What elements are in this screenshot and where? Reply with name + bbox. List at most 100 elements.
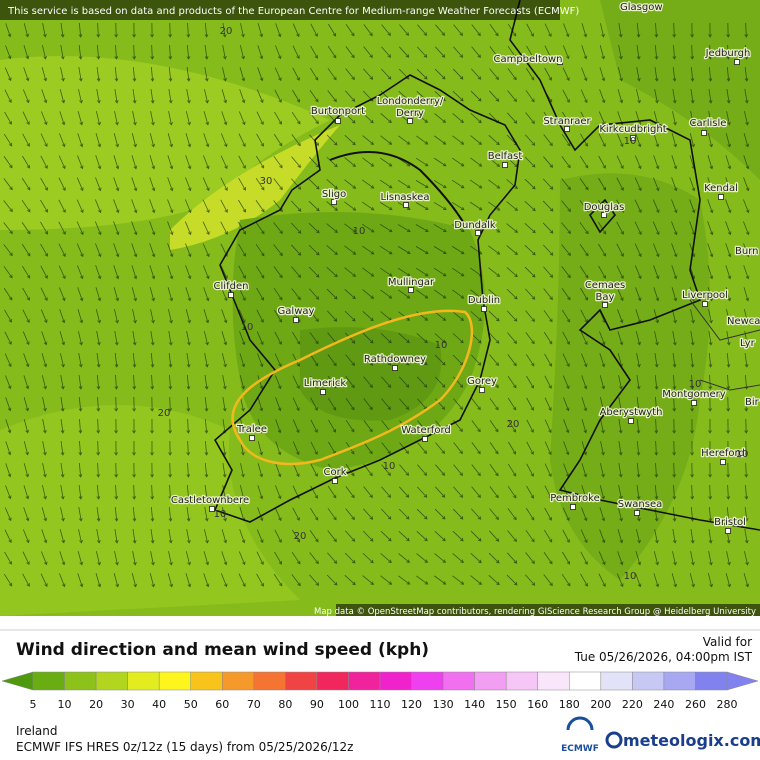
wind-arrow [653, 573, 660, 588]
wind-arrow [41, 331, 48, 346]
wind-arrow [672, 331, 677, 346]
brand-name[interactable]: meteologix.com [623, 731, 760, 750]
wind-arrow [744, 396, 749, 412]
wind-arrow [363, 68, 374, 80]
wind-arrow [654, 89, 659, 104]
wind-arrow [690, 44, 695, 60]
wind-arrow [274, 507, 282, 522]
wind-arrow [59, 133, 66, 148]
wind-arrow [526, 463, 534, 477]
wind-arrow [131, 199, 138, 214]
wind-arrow [561, 309, 571, 323]
scale-label: 260 [685, 698, 706, 711]
wind-arrow [435, 442, 445, 454]
wind-arrow [167, 243, 174, 258]
wind-arrow [132, 418, 136, 434]
wind-arrow [453, 46, 464, 58]
wind-arrow [600, 463, 605, 478]
wind-arrow [4, 353, 12, 368]
wind-arrow [707, 265, 714, 280]
wind-arrow [635, 133, 642, 148]
wind-arrow [652, 199, 660, 214]
wind-arrow [489, 420, 499, 433]
wind-arrow [433, 202, 447, 210]
wind-arrow [292, 353, 300, 367]
wind-arrow [599, 353, 606, 368]
wind-arrow [634, 177, 642, 192]
wind-arrow [60, 463, 65, 478]
wind-arrow [23, 23, 30, 38]
wind-arrow [344, 112, 356, 124]
city-dot [479, 387, 485, 393]
wind-arrow [42, 485, 47, 500]
wind-arrow [95, 133, 102, 148]
scale-label: 280 [717, 698, 738, 711]
wind-arrow [255, 155, 265, 169]
wind-arrow [131, 243, 138, 258]
wind-arrow [561, 133, 571, 147]
wind-arrow [399, 420, 409, 432]
wind-arrow [579, 155, 589, 169]
wind-arrow [221, 89, 228, 104]
attribution-bottom: Map data © OpenStreetMap contributors, r… [314, 607, 756, 617]
wind-arrow [525, 507, 535, 521]
wind-arrow [114, 396, 119, 412]
wind-arrow [132, 506, 137, 522]
wind-arrow [23, 419, 29, 434]
city-label: Dublin [468, 295, 500, 306]
wind-arrow [707, 287, 714, 302]
wind-arrow [114, 551, 119, 566]
wind-arrow [362, 332, 374, 344]
wind-arrow [203, 287, 210, 302]
wind-arrow [600, 419, 605, 434]
wind-arrow [416, 508, 428, 520]
wind-arrow [273, 133, 283, 147]
wind-arrow [291, 178, 302, 190]
wind-arrow [185, 177, 192, 192]
wind-arrow [744, 484, 749, 500]
wind-arrow [257, 375, 264, 390]
wind-arrow [3, 244, 13, 257]
wind-arrow [616, 265, 624, 279]
scale-label: 100 [338, 698, 359, 711]
wind-arrow [168, 551, 173, 566]
wind-arrow [671, 243, 678, 258]
wind-arrow [221, 331, 228, 346]
contour-label: 20 [294, 531, 307, 542]
wind-arrow [488, 530, 500, 542]
wind-arrow [470, 354, 482, 366]
wind-arrow [113, 177, 120, 192]
wind-arrow [452, 530, 464, 542]
wind-arrow [726, 484, 731, 500]
wind-arrow [203, 573, 210, 588]
wind-arrow [380, 68, 392, 80]
city-label: Castletownbere [171, 495, 249, 506]
wind-arrow [451, 224, 465, 233]
wind-arrow [380, 135, 393, 145]
wind-arrow [507, 397, 517, 411]
wind-arrow [274, 551, 282, 565]
contour-label: 10 [241, 322, 254, 333]
wind-arrow [203, 155, 210, 170]
wind-arrow [542, 222, 554, 234]
wind-arrow [507, 332, 518, 344]
wind-arrow [708, 309, 713, 324]
wind-arrow [581, 463, 588, 478]
wind-arrow [671, 265, 678, 280]
scale-segment [127, 671, 160, 691]
wind-arrow [58, 155, 66, 170]
wind-arrow [96, 529, 101, 544]
wind-arrow [186, 462, 191, 478]
wind-arrow [580, 529, 588, 544]
wind-arrow [618, 45, 623, 60]
wind-arrow [562, 67, 570, 82]
wind-arrow [416, 376, 428, 388]
wind-arrow [417, 464, 428, 476]
wind-arrow [380, 113, 392, 124]
wind-arrow [506, 223, 519, 233]
brand[interactable]: meteologix.com [605, 731, 760, 750]
wind-arrow [381, 442, 391, 455]
wind-arrow [708, 418, 712, 434]
wind-arrow [221, 111, 228, 126]
wind-arrow [222, 463, 227, 478]
